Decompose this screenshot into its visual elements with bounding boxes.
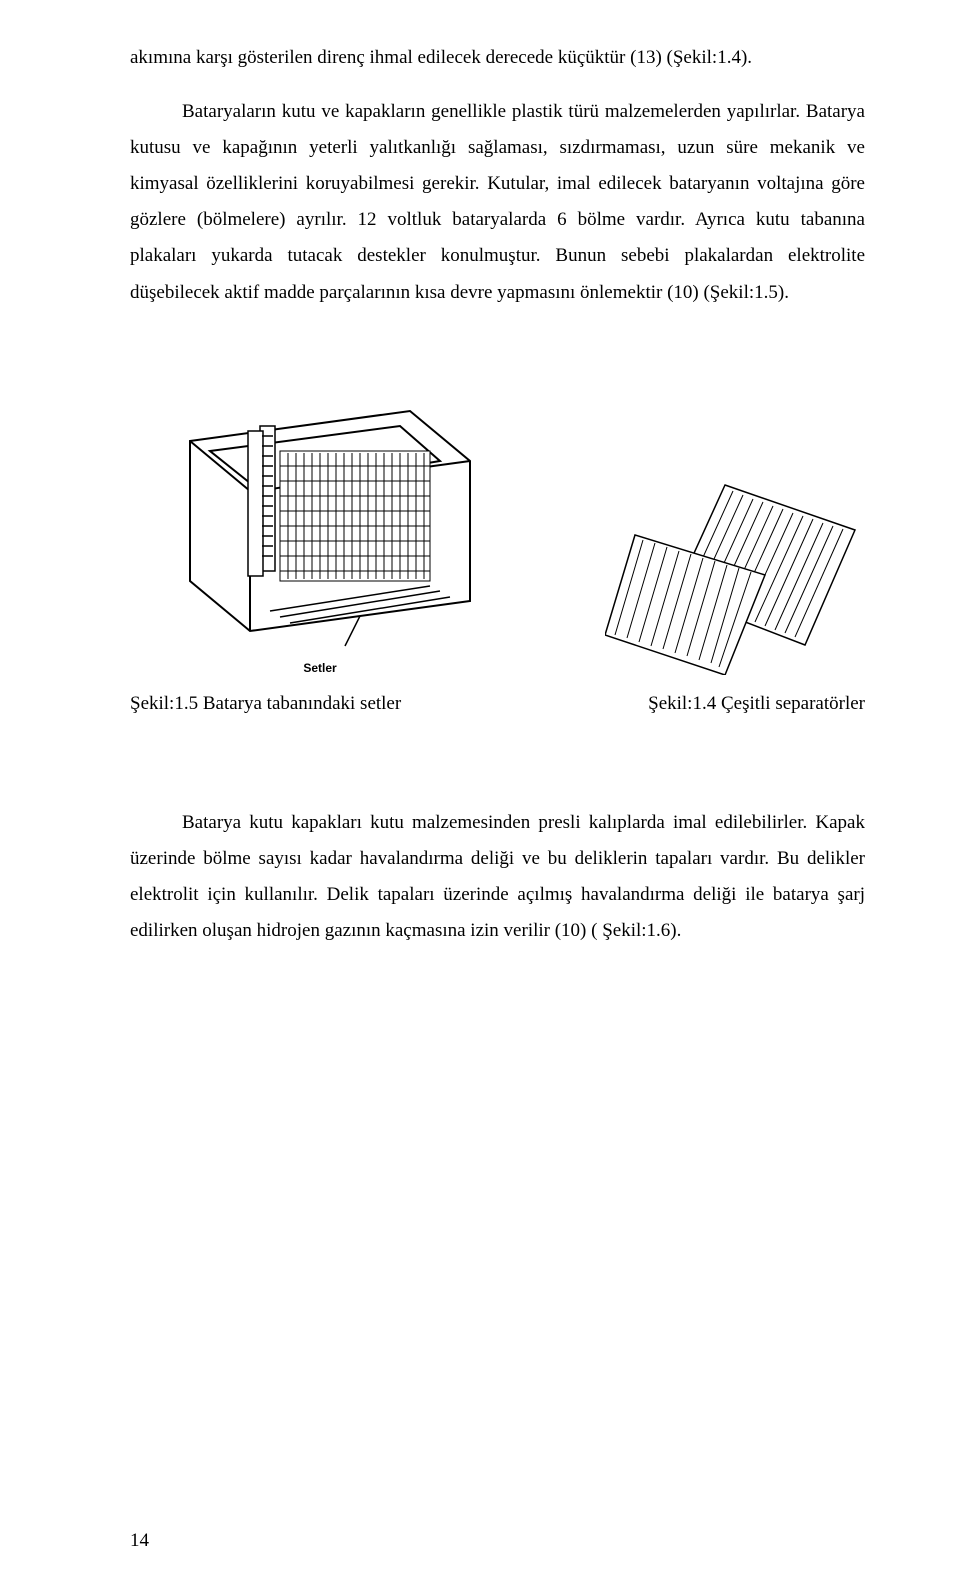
page: akımına karşı gösterilen direnç ihmal ed…: [0, 0, 960, 1590]
figure-captions: Şekil:1.5 Batarya tabanındaki setler Şek…: [130, 693, 865, 715]
figures-row: Setler: [130, 381, 865, 675]
page-number: 14: [130, 1530, 149, 1552]
figure-left-container: Setler: [130, 381, 510, 675]
figure-label-setler: Setler: [303, 661, 336, 675]
paragraph-1: akımına karşı gösterilen direnç ihmal ed…: [130, 40, 865, 76]
figure-right-container: [605, 475, 865, 675]
paragraph-3: Batarya kutu kapakları kutu malzemesinde…: [130, 805, 865, 949]
caption-left: Şekil:1.5 Batarya tabanındaki setler: [130, 693, 401, 715]
battery-case-illustration: [130, 381, 510, 661]
paragraph-2: Bataryaların kutu ve kapakların genellik…: [130, 94, 865, 311]
separators-illustration: [605, 475, 865, 675]
caption-right: Şekil:1.4 Çeşitli separatörler: [648, 693, 865, 715]
